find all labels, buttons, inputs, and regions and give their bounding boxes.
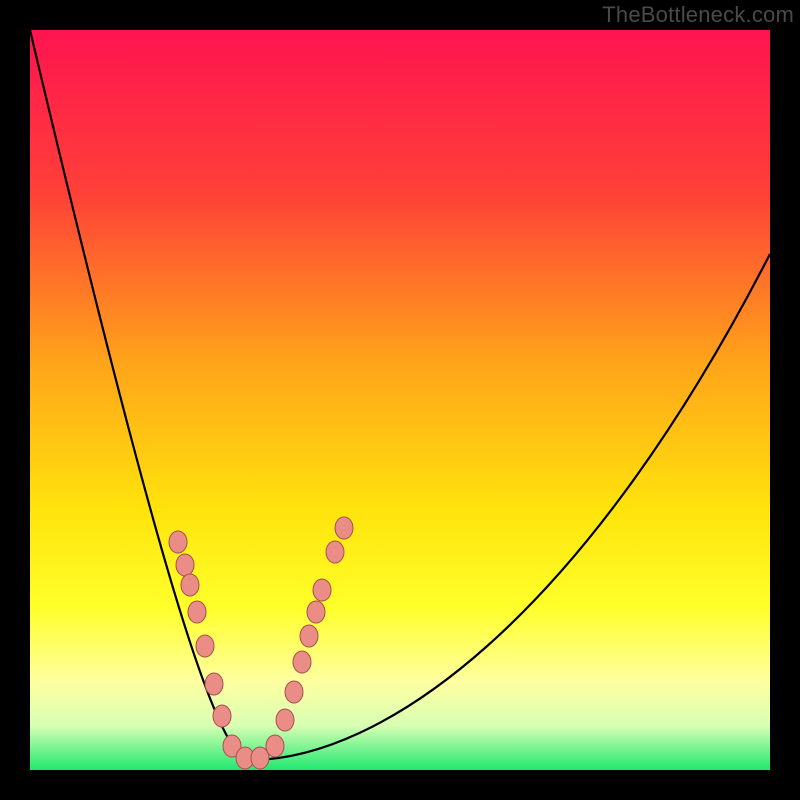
chart-svg xyxy=(0,0,800,800)
chart-container: TheBottleneck.com xyxy=(0,0,800,800)
bead-marker xyxy=(326,541,344,563)
bead-marker xyxy=(300,625,318,647)
bead-marker xyxy=(293,651,311,673)
bead-marker xyxy=(196,635,214,657)
bead-marker xyxy=(313,579,331,601)
bead-marker xyxy=(169,531,187,553)
bead-marker xyxy=(307,601,325,623)
bead-marker xyxy=(188,601,206,623)
gradient-panel xyxy=(30,30,770,770)
bead-marker xyxy=(276,709,294,731)
bead-marker xyxy=(285,681,303,703)
bead-marker xyxy=(266,735,284,757)
bead-marker xyxy=(176,554,194,576)
bead-marker xyxy=(335,517,353,539)
bead-marker xyxy=(181,574,199,596)
watermark-text: TheBottleneck.com xyxy=(602,2,794,28)
bead-marker xyxy=(205,673,223,695)
bead-marker xyxy=(213,705,231,727)
